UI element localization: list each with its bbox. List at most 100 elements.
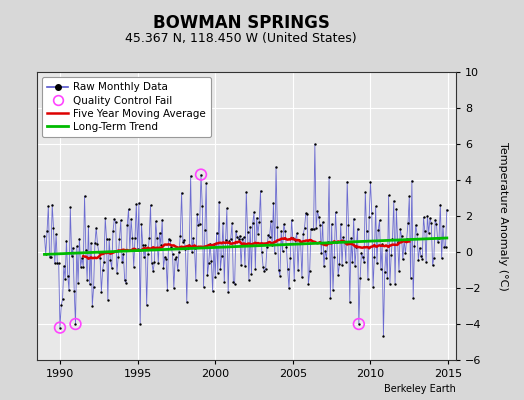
Point (190, 245, 199, 251)
Point (201, 226, 209, 233)
Point (424, 230, 433, 236)
Point (195, 221, 204, 227)
Point (221, 236, 230, 243)
Point (90, 284, 98, 290)
Point (246, 224, 254, 230)
Point (140, 253, 148, 260)
Point (87, 240, 95, 246)
Point (281, 228, 289, 234)
Point (410, 243, 419, 250)
Point (422, 258, 430, 265)
Point (335, 261, 344, 268)
Point (404, 220, 412, 226)
Point (226, 235, 235, 242)
Point (134, 246, 142, 252)
Point (232, 228, 240, 234)
Point (254, 230, 262, 237)
Point (212, 230, 221, 236)
Point (211, 274, 220, 280)
Point (356, 274, 364, 281)
Point (63, 273, 72, 279)
Point (193, 211, 201, 217)
Point (339, 234, 347, 240)
Point (427, 220, 435, 227)
Point (292, 230, 301, 237)
Point (360, 259, 368, 265)
Point (364, 276, 372, 282)
Point (69, 244, 77, 251)
Point (100, 259, 108, 265)
Point (388, 236, 397, 242)
Point (192, 277, 200, 284)
Point (56, 324, 64, 331)
Point (286, 254, 294, 261)
Point (198, 203, 206, 210)
Point (237, 262, 245, 268)
Point (168, 251, 177, 257)
Point (331, 209, 340, 216)
Point (392, 206, 400, 212)
Point (368, 210, 376, 216)
Point (54, 260, 63, 266)
Point (346, 298, 354, 305)
Point (207, 258, 215, 264)
Point (395, 267, 403, 274)
Point (119, 250, 127, 257)
Point (80, 193, 89, 199)
Point (202, 180, 210, 187)
Point (272, 164, 280, 170)
Point (438, 255, 446, 262)
Point (91, 240, 99, 247)
Point (239, 234, 248, 240)
Point (401, 250, 410, 256)
Point (289, 235, 297, 242)
Point (304, 281, 313, 287)
Point (187, 173, 195, 179)
Point (363, 228, 371, 234)
Point (280, 221, 288, 228)
Point (350, 216, 358, 222)
Point (135, 200, 143, 206)
Point (333, 239, 341, 245)
Point (70, 287, 79, 294)
Point (172, 254, 181, 260)
Point (56, 324, 64, 331)
Point (160, 254, 169, 260)
Point (184, 244, 192, 251)
Point (149, 268, 157, 274)
Point (430, 254, 438, 261)
Point (256, 188, 265, 194)
Point (342, 259, 350, 266)
Point (124, 206, 133, 212)
Point (391, 280, 399, 287)
Point (317, 250, 325, 256)
Point (209, 288, 217, 294)
Point (419, 214, 428, 220)
Point (146, 202, 155, 208)
Point (411, 222, 420, 228)
Point (73, 243, 81, 250)
Point (413, 230, 421, 237)
Point (118, 259, 126, 266)
Point (109, 228, 117, 234)
Point (180, 236, 188, 243)
Point (178, 190, 186, 196)
Point (44, 203, 52, 210)
Point (319, 219, 327, 225)
Point (432, 221, 441, 227)
Point (373, 260, 381, 266)
Point (77, 264, 85, 270)
Point (355, 321, 363, 327)
Point (291, 236, 300, 243)
Point (176, 232, 184, 239)
Point (336, 221, 345, 227)
Point (175, 249, 183, 255)
Point (260, 268, 269, 274)
Point (102, 236, 111, 242)
Point (231, 281, 239, 287)
Point (170, 285, 178, 291)
Point (443, 206, 451, 213)
Point (95, 249, 103, 256)
Point (52, 231, 60, 238)
Point (417, 253, 425, 259)
